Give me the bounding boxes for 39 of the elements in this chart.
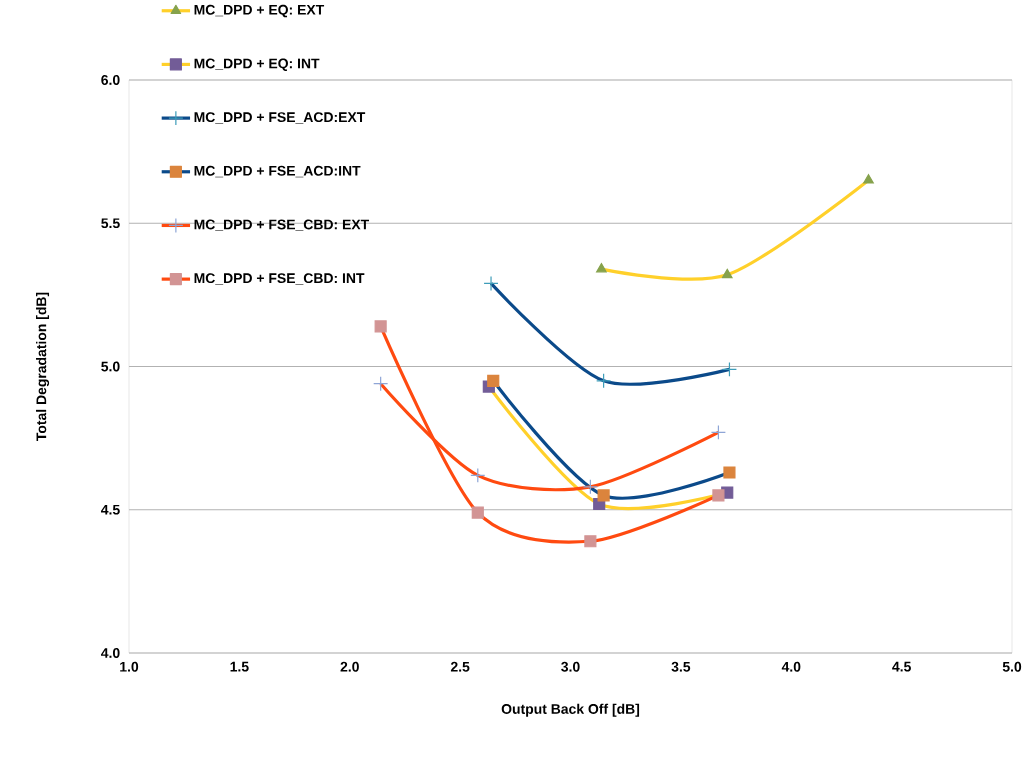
point [596,263,607,273]
point [373,376,389,392]
point [710,424,726,440]
x-tick-label: 4.5 [892,661,911,672]
x-tick-label: 2.5 [450,661,470,672]
point [721,361,738,377]
point [470,467,486,483]
point [584,535,597,548]
legend-label: MC_DPD + FSE_CBD: INT [194,273,365,285]
point [712,489,725,502]
x-tick-label: 3.5 [671,661,691,672]
point [483,275,499,291]
legend-label: MC_DPD + EQ: EXT [194,4,325,18]
point [487,374,500,387]
point [596,373,612,389]
legend-label: MC_DPD + FSE_ACD:INT [194,165,361,178]
point [721,268,733,279]
x-tick-label: 3.0 [561,661,580,672]
point [723,466,736,479]
x-tick-label: 4.0 [781,661,801,672]
y-tick-label: 6.0 [101,75,120,85]
x-tick-label: 5.0 [1002,661,1022,672]
y-tick-label: 4.0 [101,648,120,658]
point [471,506,484,519]
point [597,489,610,502]
x-tick-label: 1.0 [120,661,139,672]
y-tick-label: 5.5 [101,218,120,229]
y-tick-label: 5.0 [101,361,120,372]
legend-label: MC_DPD + EQ: INT [194,58,320,71]
legend-label: MC_DPD + FSE_CBD: EXT [194,219,370,231]
y-tick-label: 4.5 [101,504,120,515]
x-axis-title: Output Back Off [dB] [501,703,640,717]
point [582,479,598,495]
point [374,320,387,333]
x-tick-label: 1.5 [230,661,249,672]
x-tick-label: 2.0 [340,661,359,672]
point [863,174,874,184]
y-axis-title: Total Degradation [dB] [36,292,50,441]
legend-label: MC_DPD + FSE_ACD:EXT [194,112,366,124]
